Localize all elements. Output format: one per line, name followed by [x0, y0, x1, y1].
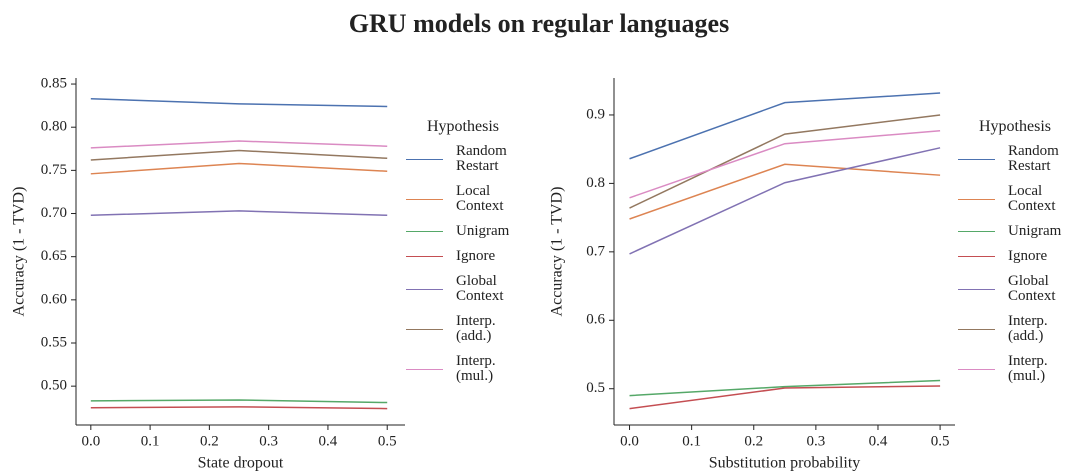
- x-tick-label: 0.1: [141, 433, 160, 449]
- legend-label: Interp. (mul.): [456, 353, 496, 384]
- legend-swatch: [406, 256, 443, 257]
- x-axis-label: Substitution probability: [709, 455, 861, 472]
- legend-label: Unigram: [1008, 223, 1062, 239]
- y-tick-label: 0.7: [586, 243, 605, 259]
- y-tick-label: 0.60: [41, 291, 67, 307]
- x-axis-label: State dropout: [198, 455, 284, 472]
- y-tick-label: 0.8: [586, 175, 605, 191]
- legend-swatch: [406, 288, 443, 290]
- y-tick-label: 0.5: [586, 380, 605, 396]
- series-line: [629, 385, 941, 410]
- legend-swatch: [406, 328, 443, 330]
- legend-entry: Interp. (mul.): [958, 354, 1072, 384]
- series-line: [90, 162, 388, 175]
- legend-swatch: [958, 288, 995, 290]
- legend-entry: Unigram: [406, 224, 520, 239]
- figure-title: GRU models on regular languages: [349, 9, 729, 38]
- series-line: [90, 399, 388, 404]
- legend-swatch: [958, 198, 995, 200]
- series-line: [629, 163, 941, 220]
- legend-entry: Interp. (add.): [406, 314, 520, 344]
- legend-swatch: [406, 368, 443, 370]
- legend-label: Local Context: [456, 183, 504, 214]
- x-tick-label: 0.3: [259, 433, 278, 449]
- series-line: [90, 210, 388, 216]
- legend-swatch: [406, 231, 443, 232]
- legend-title: Hypothesis: [427, 118, 499, 135]
- series-line: [90, 149, 388, 161]
- legend-entry: Local Context: [958, 184, 1072, 214]
- y-tick-label: 0.80: [41, 119, 67, 135]
- legend-label: Unigram: [456, 223, 510, 239]
- series-line: [629, 92, 941, 160]
- legend: Hypothesis Random Restart Local Context Uni…: [406, 119, 520, 394]
- y-tick-label: 0.9: [586, 106, 605, 122]
- legend-label: Random Restart: [456, 143, 507, 174]
- legend-swatch: [958, 158, 995, 160]
- legend-entry: Ignore: [958, 249, 1072, 264]
- legend-label: Interp. (add.): [1008, 313, 1048, 344]
- legend-label: Ignore: [1008, 248, 1048, 264]
- legend-entry: Global Context: [406, 274, 520, 304]
- x-tick-label: 0.2: [200, 433, 219, 449]
- legend-swatch: [406, 158, 443, 160]
- y-tick-label: 0.70: [41, 205, 67, 221]
- series-line: [90, 140, 388, 149]
- x-tick-label: 0.3: [806, 433, 825, 449]
- x-tick-label: 0.0: [81, 433, 100, 449]
- x-tick-label: 0.2: [744, 433, 763, 449]
- legend-label: Global Context: [1008, 273, 1056, 304]
- series-line: [90, 97, 388, 108]
- legend-label: Ignore: [456, 248, 496, 264]
- x-tick-label: 0.1: [682, 433, 701, 449]
- y-axis-label: Accuracy (1 - TVD): [549, 187, 566, 317]
- legend-swatch: [406, 198, 443, 200]
- legend-swatch: [958, 231, 995, 232]
- x-tick-label: 0.4: [869, 433, 888, 449]
- legend-entry: Random Restart: [406, 144, 520, 174]
- x-tick-label: 0.0: [620, 433, 639, 449]
- legend-label: Global Context: [456, 273, 504, 304]
- x-tick-label: 0.5: [931, 433, 950, 449]
- legend-title: Hypothesis: [979, 118, 1051, 135]
- y-tick-label: 0.50: [41, 378, 67, 394]
- legend-swatch: [958, 256, 995, 257]
- legend-entry: Random Restart: [958, 144, 1072, 174]
- legend-entry: Local Context: [406, 184, 520, 214]
- legend-entry: Interp. (mul.): [406, 354, 520, 384]
- legend-swatch: [958, 328, 995, 330]
- x-tick-label: 0.5: [378, 433, 397, 449]
- legend-label: Random Restart: [1008, 143, 1059, 174]
- legend-entry: Global Context: [958, 274, 1072, 304]
- x-tick-label: 0.4: [319, 433, 338, 449]
- y-axis-label: Accuracy (1 - TVD): [11, 187, 28, 317]
- legend-label: Interp. (add.): [456, 313, 496, 344]
- legend: Hypothesis Random Restart Local Context Uni…: [958, 119, 1072, 394]
- series-line: [629, 379, 941, 397]
- legend-entry: Ignore: [406, 249, 520, 264]
- y-tick-label: 0.55: [41, 334, 67, 350]
- series-line: [629, 129, 941, 199]
- series-line: [90, 406, 388, 410]
- series-line: [629, 147, 941, 255]
- y-tick-label: 0.6: [586, 312, 605, 328]
- legend-swatch: [958, 368, 995, 370]
- y-tick-label: 0.65: [41, 248, 67, 264]
- legend-entry: Unigram: [958, 224, 1072, 239]
- legend-label: Local Context: [1008, 183, 1056, 214]
- legend-label: Interp. (mul.): [1008, 353, 1048, 384]
- y-tick-label: 0.75: [41, 162, 67, 178]
- legend-entry: Interp. (add.): [958, 314, 1072, 344]
- series-line: [629, 114, 941, 209]
- y-tick-label: 0.85: [41, 75, 67, 91]
